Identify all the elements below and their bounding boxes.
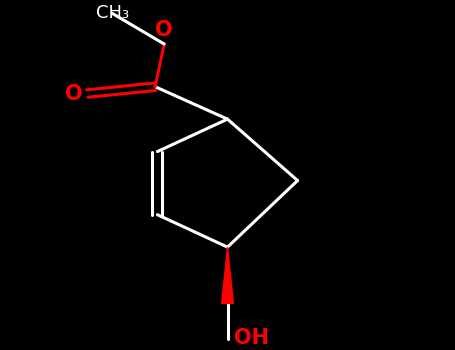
Text: OH: OH — [234, 328, 269, 348]
Text: O: O — [65, 84, 83, 104]
Polygon shape — [222, 247, 233, 303]
Text: CH₃: CH₃ — [96, 4, 129, 22]
Text: O: O — [155, 20, 173, 40]
